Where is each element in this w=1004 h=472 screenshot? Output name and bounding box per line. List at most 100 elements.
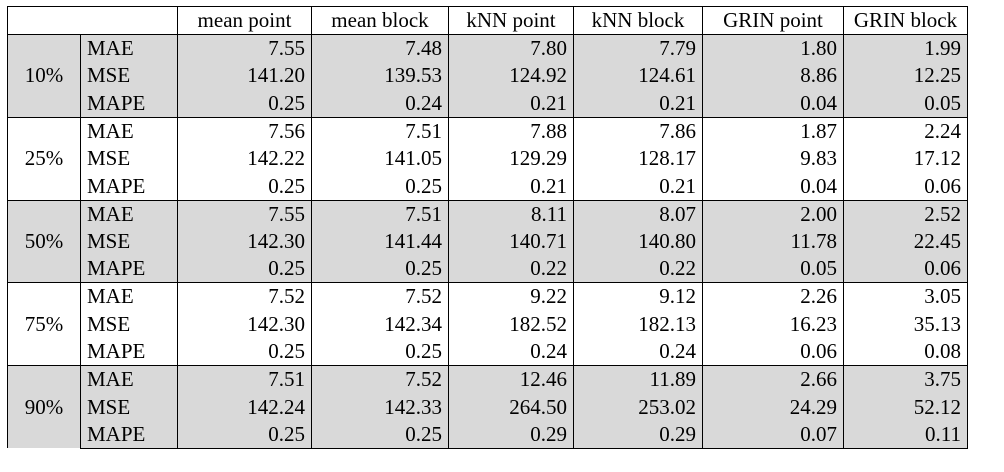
value-cell: 7.56 bbox=[177, 116, 312, 145]
value-cell: 0.21 bbox=[573, 172, 703, 201]
value-cell: 3.05 bbox=[843, 282, 968, 311]
value-cell: 264.50 bbox=[448, 393, 574, 421]
column-header: kNN block bbox=[573, 6, 703, 35]
value-cell: 7.86 bbox=[573, 116, 703, 145]
value-cell: 0.24 bbox=[448, 338, 574, 366]
metric-label: MSE bbox=[80, 227, 178, 256]
value-cell: 129.29 bbox=[448, 144, 574, 173]
value-cell: 7.48 bbox=[311, 34, 449, 63]
value-cell: 0.04 bbox=[702, 89, 844, 118]
value-cell: 182.52 bbox=[448, 310, 574, 339]
table-row: MSE 142.22 141.05 129.29 128.17 9.83 17.12 bbox=[8, 144, 968, 173]
column-header: GRIN block bbox=[843, 6, 968, 35]
value-cell: 139.53 bbox=[311, 62, 449, 90]
value-cell: 1.80 bbox=[702, 34, 844, 63]
metric-label: MAE bbox=[80, 34, 178, 63]
value-cell: 8.86 bbox=[702, 62, 844, 90]
value-cell: 141.44 bbox=[311, 227, 449, 256]
row-group: 90% MAE 7.51 7.52 12.46 11.89 2.66 3.75 MSE 142.2… bbox=[7, 365, 968, 449]
value-cell: 142.30 bbox=[177, 310, 312, 339]
value-cell: 3.75 bbox=[843, 365, 968, 394]
value-cell: 7.88 bbox=[448, 116, 574, 145]
value-cell: 0.08 bbox=[843, 338, 968, 366]
metric-label: MSE bbox=[80, 62, 178, 90]
value-cell: 7.51 bbox=[311, 116, 449, 145]
value-cell: 140.80 bbox=[573, 227, 703, 256]
corner-cell bbox=[7, 6, 178, 35]
value-cell: 0.21 bbox=[573, 89, 703, 118]
value-cell: 128.17 bbox=[573, 144, 703, 173]
table-row: MSE 141.20 139.53 124.92 124.61 8.86 12.25 bbox=[8, 62, 968, 90]
metric-label: MAE bbox=[80, 116, 178, 145]
value-cell: 11.89 bbox=[573, 365, 703, 394]
value-cell: 0.29 bbox=[448, 420, 574, 449]
value-cell: 142.33 bbox=[311, 393, 449, 421]
table-row: 50% MAE 7.55 7.51 8.11 8.07 2.00 2.52 bbox=[7, 199, 968, 283]
table-row: MAPE 0.25 0.25 0.24 0.24 0.06 0.08 bbox=[8, 338, 968, 366]
metric-label: MAPE bbox=[80, 420, 178, 449]
table-row: 90% MAE 7.51 7.52 12.46 11.89 2.66 3.75 bbox=[7, 365, 968, 449]
value-cell: 7.55 bbox=[177, 199, 312, 228]
value-cell: 0.25 bbox=[177, 255, 312, 283]
column-header: kNN point bbox=[448, 6, 574, 35]
value-cell: 0.24 bbox=[573, 338, 703, 366]
row-group: 25% MAE 7.56 7.51 7.88 7.86 1.87 2.24 MSE 142.22 1… bbox=[7, 116, 968, 201]
column-header: mean point bbox=[177, 6, 312, 35]
value-cell: 0.22 bbox=[573, 255, 703, 283]
value-cell: 0.25 bbox=[311, 255, 449, 283]
metric-label: MAE bbox=[80, 365, 178, 394]
value-cell: 2.52 bbox=[843, 199, 968, 228]
table-row: MSE 142.30 142.34 182.52 182.13 16.23 35.13 bbox=[8, 310, 968, 339]
value-cell: 2.24 bbox=[843, 116, 968, 145]
missing-rate-label: 50% bbox=[7, 199, 81, 283]
value-cell: 7.51 bbox=[177, 365, 312, 394]
value-cell: 0.25 bbox=[177, 420, 312, 449]
value-cell: 9.22 bbox=[448, 282, 574, 311]
missing-rate-label: 90% bbox=[7, 365, 81, 449]
table-row: MAPE 0.25 0.25 0.29 0.29 0.07 0.11 bbox=[8, 420, 968, 449]
value-cell: 7.79 bbox=[573, 34, 703, 63]
value-cell: 22.45 bbox=[843, 227, 968, 256]
row-group: 50% MAE 7.55 7.51 8.11 8.07 2.00 2.52 MSE 142.30 1… bbox=[7, 199, 968, 283]
metric-label: MSE bbox=[80, 310, 178, 339]
value-cell: 11.78 bbox=[702, 227, 844, 256]
value-cell: 0.25 bbox=[177, 338, 312, 366]
value-cell: 0.25 bbox=[177, 172, 312, 201]
value-cell: 0.25 bbox=[311, 338, 449, 366]
value-cell: 142.34 bbox=[311, 310, 449, 339]
table-row: 25% MAE 7.56 7.51 7.88 7.86 1.87 2.24 bbox=[7, 116, 968, 201]
metric-label: MSE bbox=[80, 144, 178, 173]
value-cell: 7.52 bbox=[311, 365, 449, 394]
value-cell: 17.12 bbox=[843, 144, 968, 173]
table-row: 10% MAE 7.55 7.48 7.80 7.79 1.80 1.99 bbox=[7, 34, 968, 118]
value-cell: 0.04 bbox=[702, 172, 844, 201]
metric-label: MAPE bbox=[80, 255, 178, 283]
value-cell: 0.21 bbox=[448, 172, 574, 201]
value-cell: 142.24 bbox=[177, 393, 312, 421]
table-row: MSE 142.24 142.33 264.50 253.02 24.29 52.12 bbox=[8, 393, 968, 421]
value-cell: 141.05 bbox=[311, 144, 449, 173]
header-row: mean point mean block kNN point kNN bloc… bbox=[7, 6, 968, 35]
value-cell: 124.92 bbox=[448, 62, 574, 90]
value-cell: 253.02 bbox=[573, 393, 703, 421]
value-cell: 0.06 bbox=[843, 172, 968, 201]
metric-label: MAPE bbox=[80, 338, 178, 366]
table-row: MAPE 0.25 0.24 0.21 0.21 0.04 0.05 bbox=[8, 89, 968, 118]
value-cell: 0.29 bbox=[573, 420, 703, 449]
value-cell: 182.13 bbox=[573, 310, 703, 339]
value-cell: 52.12 bbox=[843, 393, 968, 421]
missing-rate-label: 10% bbox=[7, 34, 81, 118]
value-cell: 0.06 bbox=[843, 255, 968, 283]
value-cell: 9.12 bbox=[573, 282, 703, 311]
value-cell: 9.83 bbox=[702, 144, 844, 173]
value-cell: 2.26 bbox=[702, 282, 844, 311]
value-cell: 12.25 bbox=[843, 62, 968, 90]
metric-label: MAE bbox=[80, 282, 178, 311]
value-cell: 7.52 bbox=[311, 282, 449, 311]
value-cell: 0.21 bbox=[448, 89, 574, 118]
column-header: mean block bbox=[311, 6, 449, 35]
table-row: MAPE 0.25 0.25 0.22 0.22 0.05 0.06 bbox=[8, 255, 968, 283]
row-group: 75% MAE 7.52 7.52 9.22 9.12 2.26 3.05 MSE 142.30 1… bbox=[7, 282, 968, 366]
column-header: GRIN point bbox=[702, 6, 844, 35]
value-cell: 0.05 bbox=[843, 89, 968, 118]
